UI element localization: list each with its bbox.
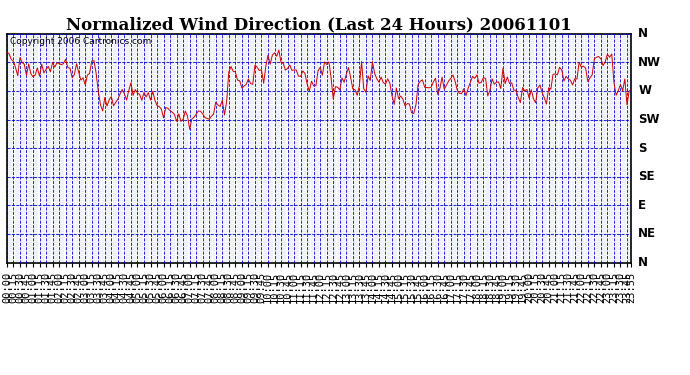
- Text: W: W: [638, 84, 651, 98]
- Title: Normalized Wind Direction (Last 24 Hours) 20061101: Normalized Wind Direction (Last 24 Hours…: [66, 16, 572, 34]
- Text: NE: NE: [638, 227, 656, 240]
- Text: Copyright 2006 Cartronics.com: Copyright 2006 Cartronics.com: [10, 37, 151, 46]
- Text: NW: NW: [638, 56, 661, 69]
- Text: S: S: [638, 142, 647, 154]
- Text: N: N: [638, 27, 649, 40]
- Text: N: N: [638, 256, 649, 269]
- Text: SW: SW: [638, 113, 660, 126]
- Text: SE: SE: [638, 170, 655, 183]
- Text: E: E: [638, 199, 647, 212]
